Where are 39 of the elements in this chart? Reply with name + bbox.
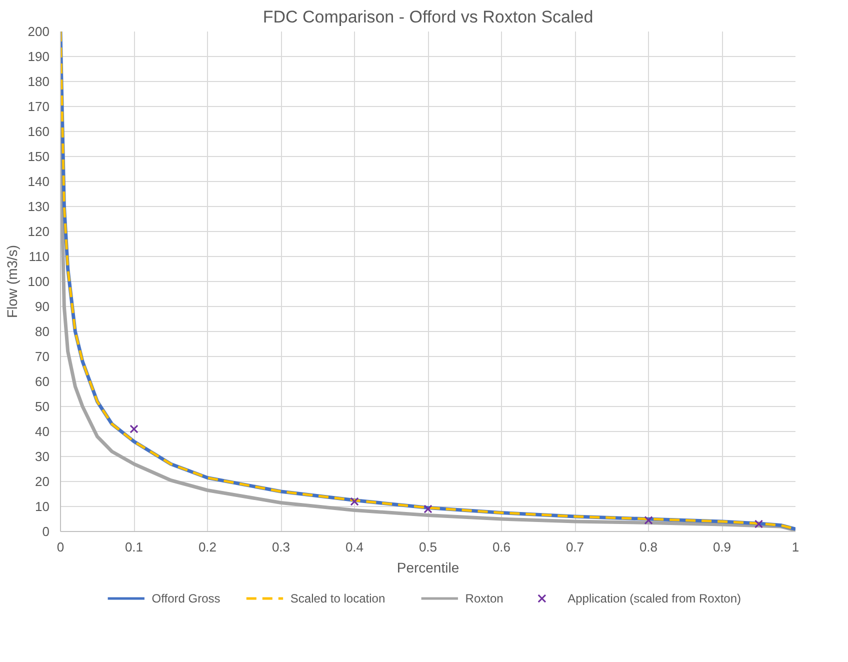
y-tick-label: 150 <box>28 149 50 164</box>
y-tick-label: 120 <box>28 224 50 239</box>
legend-label: Application (scaled from Roxton) <box>568 592 742 606</box>
y-tick-label: 160 <box>28 124 50 139</box>
x-tick-label: 0.5 <box>418 540 438 554</box>
y-tick-label: 80 <box>35 324 50 339</box>
y-tick-label: 200 <box>28 24 50 39</box>
y-tick-label: 190 <box>28 49 50 64</box>
legend-label: Roxton <box>465 592 504 606</box>
x-tick-label: 0.3 <box>272 540 290 554</box>
x-tick-label: 0 <box>56 540 64 554</box>
x-tick-label: 0.8 <box>639 540 658 554</box>
chart-title: FDC Comparison - Offord vs Roxton Scaled <box>262 8 594 26</box>
y-tick-label: 60 <box>35 374 50 389</box>
y-tick-label: 40 <box>35 424 50 439</box>
y-axis-title: Flow (m3/s) <box>4 244 20 318</box>
y-tick-label: 170 <box>28 99 50 114</box>
y-tick-label: 10 <box>35 499 50 514</box>
y-tick-label: 50 <box>35 399 50 414</box>
y-tick-label: 90 <box>35 299 50 314</box>
y-tick-label: 20 <box>35 474 50 489</box>
x-tick-label: 0.7 <box>566 540 584 554</box>
x-tick-label: 0.6 <box>492 540 511 554</box>
x-tick-label: 0.4 <box>345 540 364 554</box>
y-tick-label: 0 <box>42 524 50 539</box>
y-tick-label: 70 <box>35 349 50 364</box>
y-tick-label: 30 <box>35 449 50 464</box>
y-tick-label: 180 <box>28 74 50 89</box>
legend-label: Offord Gross <box>152 592 220 606</box>
x-tick-label: 0.9 <box>712 540 732 554</box>
x-tick-label: 0.2 <box>198 540 217 554</box>
x-tick-label: 1 <box>792 540 800 554</box>
x-axis-title: Percentile <box>396 560 460 576</box>
legend-label: Scaled to location <box>290 592 386 606</box>
y-tick-label: 140 <box>28 174 50 189</box>
y-tick-label: 130 <box>28 199 50 214</box>
x-tick-label: 0.1 <box>124 540 144 554</box>
y-tick-label: 110 <box>28 249 50 264</box>
y-tick-label: 100 <box>28 274 50 289</box>
